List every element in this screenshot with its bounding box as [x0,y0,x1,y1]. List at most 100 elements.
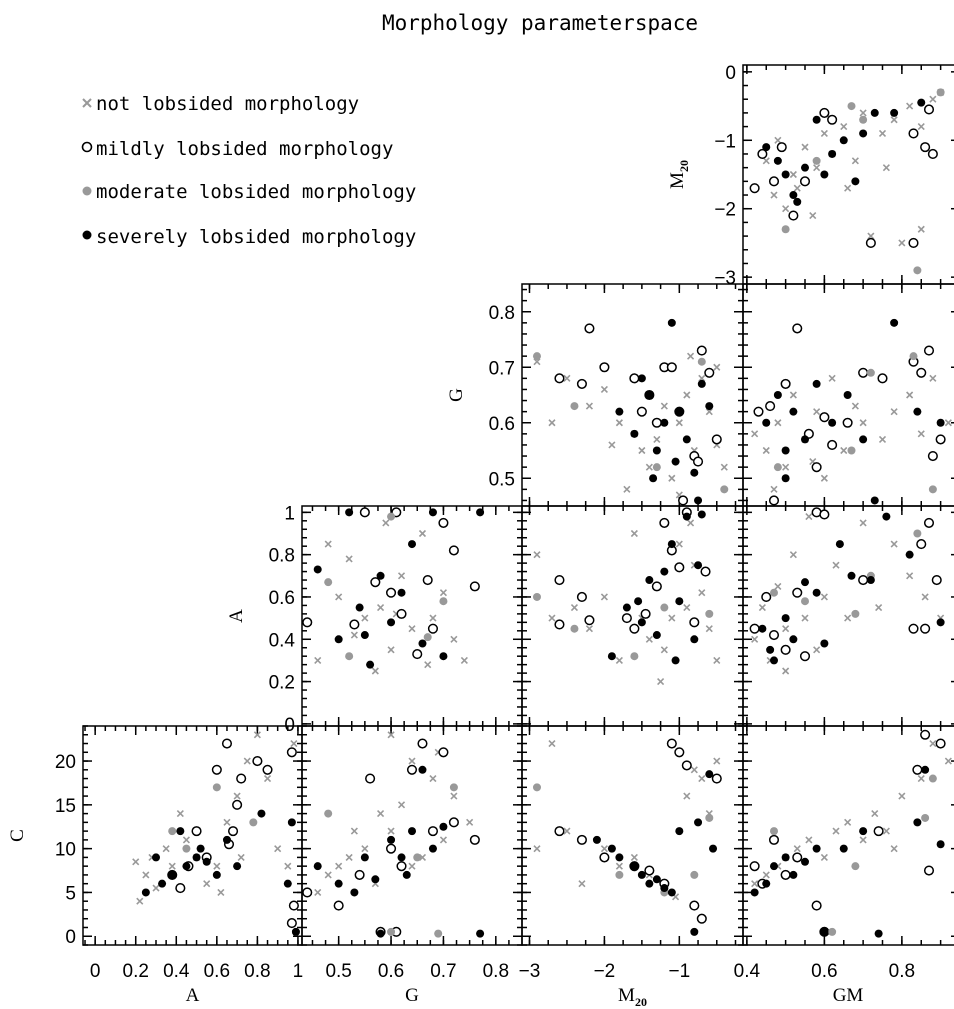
data-point-not-lobsided [813,646,821,654]
data-point-severely-lobsided [402,870,411,879]
data-point-mildly-lobsided [768,834,780,845]
y-tick-label: 0 [65,927,76,948]
data-point-not-lobsided [713,656,721,664]
cross-stroke [335,593,343,601]
data-point-severely-lobsided [820,927,829,936]
data-point-moderate-lobsided [434,929,443,938]
x-tick-label: −2 [594,961,616,982]
data-point-mildly-lobsided [827,114,838,125]
cross-stroke [533,845,541,853]
data-point-not-lobsided [533,845,541,853]
data-point-not-lobsided [615,419,623,427]
cross-stroke [377,603,385,612]
data-point-moderate-lobsided [828,927,837,936]
data-point-not-lobsided [774,419,782,427]
cross-stroke [645,635,653,643]
data-point-mildly-lobsided [621,613,632,624]
cross-stroke [563,374,571,382]
data-point-not-lobsided [686,519,695,527]
cross-stroke [859,109,867,117]
cross-stroke [944,757,952,765]
data-point-not-lobsided [548,419,556,427]
data-point-severely-lobsided [408,540,416,549]
data-point-moderate-lobsided [249,818,258,827]
data-point-not-lobsided [371,667,379,675]
cross-stroke [690,766,698,774]
cross-stroke [314,888,322,897]
cross-stroke [630,529,638,538]
data-point-mildly-lobsided [693,456,704,467]
data-point-moderate-lobsided [652,463,661,472]
cross-stroke [563,827,571,835]
x-tick-label: 0.5 [325,961,351,982]
data-point-mildly-lobsided [417,738,428,749]
data-point-not-lobsided [758,603,766,612]
data-point-mildly-lobsided [761,591,772,603]
y-tick-label: 0.7 [489,358,515,379]
data-point-not-lobsided [263,774,272,783]
data-point-severely-lobsided [652,446,661,455]
data-point-mildly-lobsided [359,507,370,518]
data-point-mildly-lobsided [302,887,313,898]
cross-stroke [713,656,721,664]
data-point-not-lobsided [237,853,245,861]
cross-stroke [851,157,859,165]
panels: −3 −2 −1 0 M20 0.5 0.6 0.7 0.8 G 0 0.2 0.4 0.6 0.8 1 A 0 5… [7,63,954,1009]
data-point-not-lobsided [176,810,184,818]
cross-stroke [882,164,890,172]
data-point-severely-lobsided [176,827,185,836]
data-point-mildly-lobsided [792,587,803,598]
data-point-mildly-lobsided [916,367,927,378]
data-point-not-lobsided [213,862,221,870]
data-point-mildly-lobsided [780,378,791,389]
data-point-mildly-lobsided [599,362,610,373]
data-point-moderate-lobsided [781,225,790,234]
data-point-not-lobsided [668,614,676,622]
tick-marks [743,725,954,946]
data-point-severely-lobsided [770,656,778,665]
data-point-not-lobsided [944,757,952,765]
data-point-not-lobsided [675,419,683,427]
data-point-mildly-lobsided [858,367,869,378]
cross-stroke [429,614,437,622]
data-point-not-lobsided [657,678,665,686]
cross-stroke [774,582,782,590]
data-point-not-lobsided [217,888,225,897]
data-point-not-lobsided [424,661,432,669]
cross-stroke [906,572,914,580]
cross-stroke [290,739,298,748]
y-tick-label: 0.2 [269,673,295,694]
x-tick-label: −1 [668,961,690,982]
data-point-not-lobsided [387,827,395,835]
data-point-mildly-lobsided [935,434,946,445]
cross-stroke [844,818,852,826]
cross-stroke [813,408,821,416]
x-tick-label: 0.6 [378,961,404,982]
data-point-severely-lobsided [812,588,821,597]
data-point-severely-lobsided [697,510,706,519]
y-tick-label: 0 [725,63,736,84]
data-point-not-lobsided [290,739,298,748]
data-point-moderate-lobsided [812,156,821,165]
cross-stroke [840,446,848,455]
data-point-not-lobsided [387,731,395,739]
data-point-moderate-lobsided [413,853,422,862]
data-point-not-lobsided [782,667,790,675]
data-point-not-lobsided [615,656,623,664]
data-point-not-lobsided [233,792,241,800]
cross-stroke [162,845,170,853]
panel-m20-vs-a [521,505,744,727]
data-point-severely-lobsided [890,108,899,117]
cross-stroke [668,474,676,482]
data-point-mildly-lobsided [935,738,946,749]
cross-stroke [859,419,867,427]
cross-stroke [585,402,593,410]
cross-stroke [929,739,937,748]
cross-stroke [675,540,683,548]
data-point-mildly-lobsided [923,104,935,115]
data-point-severely-lobsided [694,818,703,827]
data-point-not-lobsided [162,845,170,853]
black-dot-marker-icon [82,230,92,240]
data-point-moderate-lobsided [690,870,699,879]
cross-stroke [570,603,579,612]
